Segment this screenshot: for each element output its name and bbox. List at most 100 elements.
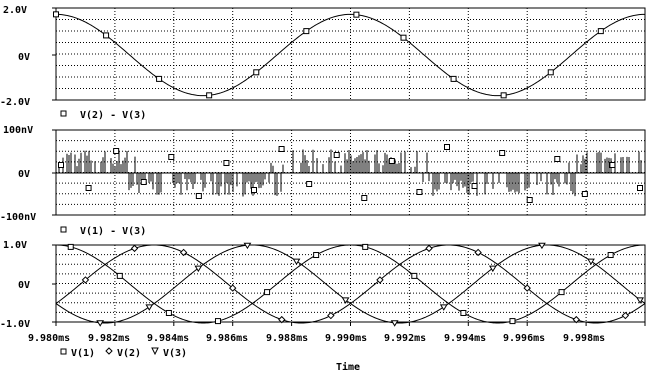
- y-tick-label: -2.0V: [0, 97, 30, 108]
- data-point-v2: [523, 284, 531, 292]
- data-point-v1: [313, 252, 320, 259]
- plot-frame: [55, 7, 646, 101]
- legend-label: V(2): [117, 348, 141, 359]
- data-point-v1-minus-v3: [195, 193, 202, 199]
- data-point-v1-minus-v3: [223, 160, 230, 166]
- data-point-v1: [116, 272, 123, 279]
- data-point-v1: [460, 309, 467, 316]
- data-point-v1: [411, 272, 418, 279]
- y-tick-label: 0V: [18, 280, 30, 291]
- data-point-v1-minus-v3: [361, 195, 368, 201]
- series-line-v3: [55, 244, 646, 324]
- data-point-v3: [636, 297, 644, 304]
- series-line-v1-minus-v3: [58, 149, 642, 197]
- data-point-v2: [474, 248, 482, 257]
- data-point-v3: [439, 304, 448, 311]
- data-point-v3: [96, 320, 105, 327]
- data-point-v1-minus-v3: [444, 144, 450, 150]
- legend-label: V(3): [163, 348, 187, 359]
- data-point-v1-minus-v3: [499, 150, 506, 156]
- data-point-v2-minus-v3: [597, 28, 604, 35]
- data-point-v2-minus-v3: [103, 32, 110, 39]
- x-tick-label: 9.984ms: [147, 333, 189, 344]
- panel-1: [52, 7, 646, 101]
- data-point-v1: [362, 243, 369, 250]
- data-point-v1-minus-v3: [306, 181, 313, 187]
- legend-square-marker: [60, 226, 67, 233]
- legend-panel-2: V(1) - V(3): [60, 226, 146, 237]
- x-tick-label: 9.980ms: [28, 333, 70, 344]
- data-point-v1-minus-v3: [113, 148, 120, 154]
- data-point-v1-minus-v3: [416, 189, 423, 195]
- legend-label: V(2) - V(3): [80, 110, 146, 121]
- legend-diamond-marker: [105, 347, 113, 355]
- data-point-v1-minus-v3: [388, 158, 395, 164]
- data-point-v1-minus-v3: [278, 146, 285, 152]
- data-point-v3: [390, 320, 399, 327]
- data-point-v1-minus-v3: [333, 152, 340, 158]
- data-point-v1: [558, 289, 565, 296]
- legend-square-marker: [60, 110, 67, 117]
- data-point-v1: [264, 289, 271, 296]
- data-point-v2-minus-v3: [400, 34, 407, 41]
- data-point-v2: [621, 311, 630, 320]
- data-point-v3: [488, 265, 497, 273]
- x-tick-label: 9.994ms: [444, 333, 486, 344]
- data-point-v2-minus-v3: [206, 92, 213, 99]
- y-tick-label: 100nV: [3, 125, 33, 136]
- x-tick-labels: 9.980ms 9.982ms 9.984ms 9.986ms 9.988ms …: [28, 333, 605, 344]
- data-point-v1-minus-v3: [251, 187, 257, 193]
- data-point-v1-minus-v3: [581, 191, 588, 197]
- data-point-v1-minus-v3: [471, 183, 478, 189]
- data-point-v2-minus-v3: [53, 11, 59, 18]
- data-point-v3: [538, 242, 546, 250]
- data-point-v2-minus-v3: [303, 28, 310, 35]
- data-point-v1: [509, 318, 516, 325]
- data-point-v1: [214, 318, 221, 325]
- data-point-v2: [425, 244, 433, 253]
- data-point-v1-minus-v3: [140, 179, 147, 185]
- x-tick-label: 9.986ms: [206, 333, 248, 344]
- data-point-v1-minus-v3: [526, 197, 533, 203]
- legend-panel-1: V(2) - V(3): [60, 110, 146, 121]
- legend-bottom: V(1) V(2) V(3): [60, 347, 187, 359]
- panel-3: [52, 244, 646, 323]
- data-point-v2-minus-v3: [156, 75, 163, 82]
- data-point-v1-minus-v3: [58, 162, 64, 168]
- series-line-v2-minus-v3: [55, 13, 646, 97]
- data-point-v1-minus-v3: [85, 185, 92, 191]
- data-point-v2-minus-v3: [547, 69, 554, 76]
- data-point-v2: [376, 276, 384, 284]
- x-axis-title: Time: [336, 361, 360, 373]
- data-point-v3: [587, 258, 595, 266]
- data-point-v2-minus-v3: [253, 69, 260, 76]
- data-point-v3: [243, 242, 252, 250]
- y-tick-label: -100nV: [0, 212, 36, 223]
- x-tick-label: 9.998ms: [563, 333, 605, 344]
- y-tick-label: 0V: [18, 169, 30, 180]
- data-point-v2-minus-v3: [500, 92, 507, 99]
- data-point-v2-minus-v3: [450, 75, 457, 82]
- x-tick-label: 9.988ms: [266, 333, 308, 344]
- x-tick-label: 9.992ms: [384, 333, 426, 344]
- x-tick-label: 9.996ms: [503, 333, 545, 344]
- data-point-v3: [194, 265, 203, 273]
- data-point-v1-minus-v3: [637, 185, 643, 191]
- data-point-v2: [179, 248, 188, 257]
- data-point-v1: [67, 243, 74, 250]
- data-point-v1-minus-v3: [554, 156, 561, 162]
- x-tick-label: 9.990ms: [325, 333, 367, 344]
- legend-square-marker: [60, 348, 67, 355]
- data-point-v1-minus-v3: [168, 154, 175, 160]
- legend-label: V(1) - V(3): [80, 226, 146, 237]
- data-point-v1-minus-v3: [609, 162, 616, 168]
- data-point-v2: [81, 276, 90, 284]
- data-point-v2-minus-v3: [353, 11, 360, 18]
- y-tick-label: -1.0V: [0, 319, 30, 330]
- y-tick-label: 2.0V: [3, 5, 27, 16]
- data-point-v2: [327, 311, 335, 320]
- data-point-v2: [228, 284, 237, 292]
- data-point-v2: [130, 244, 139, 253]
- data-point-v2: [572, 315, 580, 324]
